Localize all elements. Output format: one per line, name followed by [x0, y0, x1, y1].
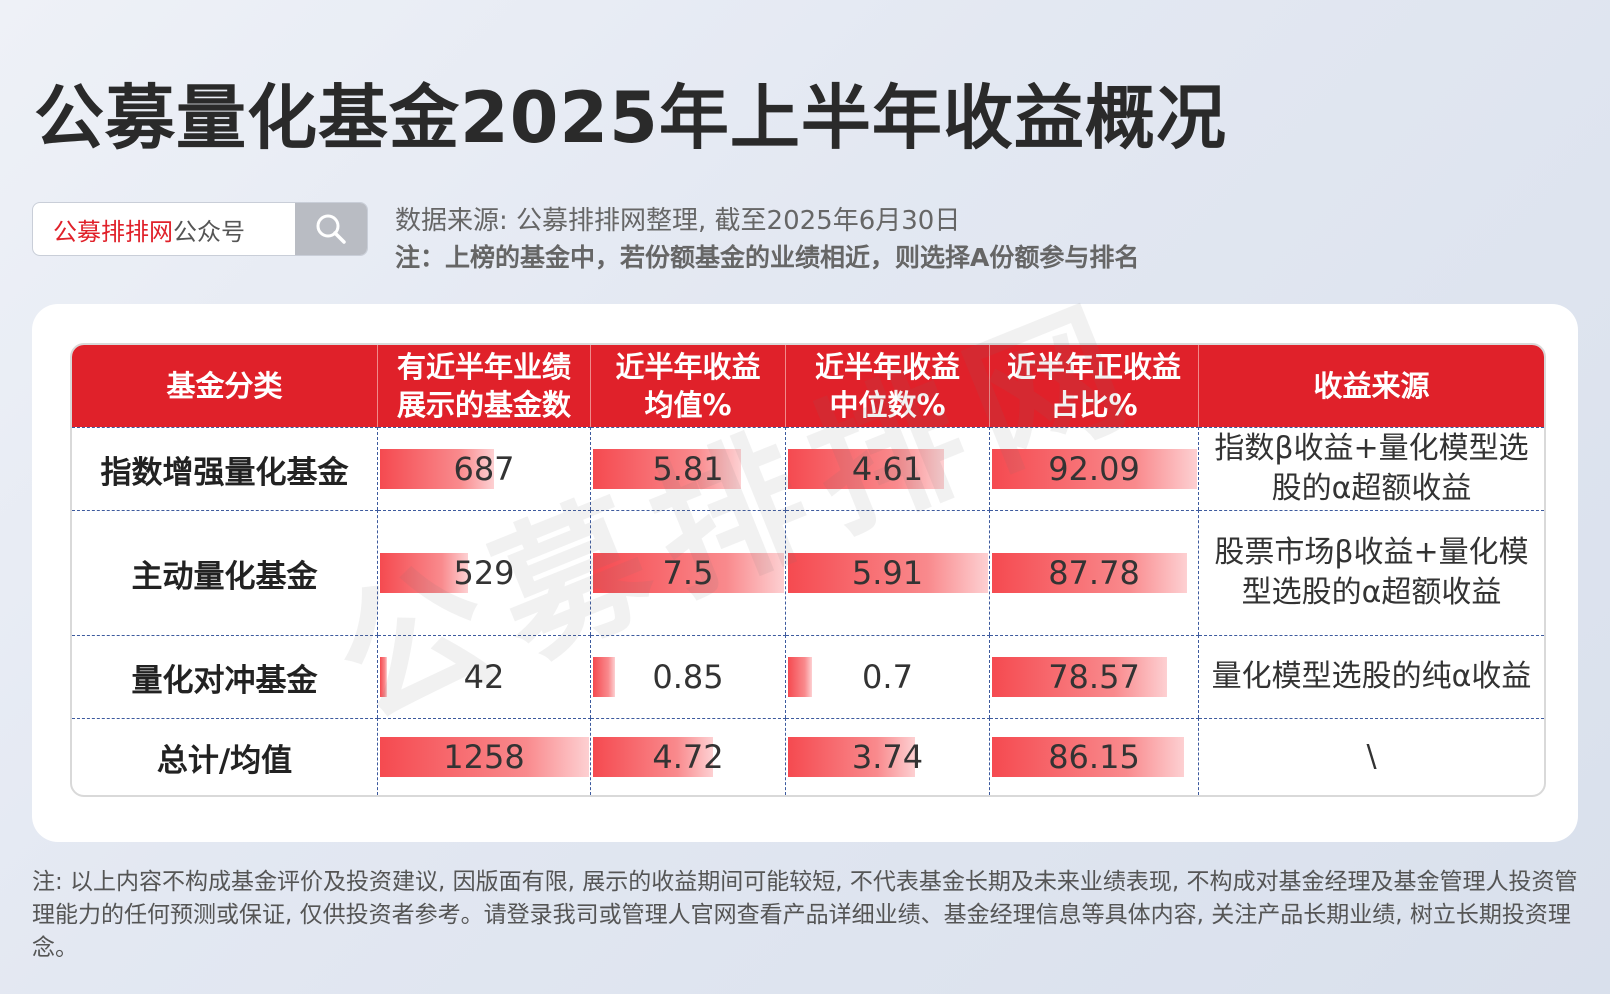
column-header: 有近半年业绩 展示的基金数 [378, 345, 591, 427]
column-header: 近半年收益中位数% [786, 345, 990, 427]
mean-cell: 4.72 [591, 718, 786, 795]
positive_pct-cell: 87.78 [990, 510, 1199, 635]
column-header-line: 有近半年业绩 [396, 350, 571, 384]
positive_pct-cell: 86.15 [990, 718, 1199, 795]
data-bar [593, 657, 615, 697]
table-row: 主动量化基金 529 7.5 5.91 87.78 股票市场β收益+量化模型选股的α超额收… [72, 510, 1544, 635]
column-header-line: 收益来源 [1313, 369, 1430, 403]
count-cell: 529 [378, 510, 591, 635]
mean-cell: 7.5 [591, 510, 786, 635]
column-header: 基金分类 [72, 345, 378, 427]
column-header-line: 占比% [1050, 388, 1138, 422]
search-brand: 公募排排网公众号 [33, 212, 295, 247]
data-label: 42 [463, 658, 505, 696]
data-label: 4.61 [851, 450, 924, 488]
column-header-line: 基金分类 [166, 369, 283, 403]
median-cell: 0.7 [786, 635, 990, 718]
disclaimer: 注: 以上内容不构成基金评价及投资建议, 因版面有限, 展示的收益期间可能较短,… [32, 869, 1578, 961]
data-bar [992, 657, 1167, 697]
category-cell: 主动量化基金 [72, 510, 378, 635]
table-row: 指数增强量化基金 687 5.81 4.61 92.09 指数β收益+量化模型选股的α超额… [72, 427, 1544, 510]
data-bar [593, 737, 713, 777]
positive_pct-cell: 92.09 [990, 427, 1199, 510]
table-row: 量化对冲基金 42 0.85 0.7 78.57 量化模型选股的纯α收益 [72, 635, 1544, 718]
data-bar [380, 737, 589, 777]
data-bar [992, 553, 1187, 593]
data-bar [992, 737, 1184, 777]
column-header-line: 均值% [644, 388, 732, 422]
data-bar [788, 553, 988, 593]
mean-cell: 5.81 [591, 427, 786, 510]
column-header: 近半年正收益 占比% [990, 345, 1199, 427]
search-icon [316, 214, 346, 244]
column-header-line: 近半年收益 [615, 350, 761, 384]
brand-name: 公募排排网 [53, 217, 173, 246]
source-cell: \ [1199, 718, 1544, 795]
data-bar [593, 449, 741, 489]
median-cell: 3.74 [786, 718, 990, 795]
data-label: 78.57 [1048, 658, 1140, 696]
count-cell: 1258 [378, 718, 591, 795]
search-box[interactable]: 公募排排网公众号 [32, 202, 368, 256]
data-bar [788, 449, 944, 489]
brand-suffix: 公众号 [173, 217, 245, 246]
data-label: 5.81 [652, 450, 724, 488]
source-cell: 指数β收益+量化模型选股的α超额收益 [1199, 427, 1544, 510]
count-cell: 687 [378, 427, 591, 510]
ranking-note: 注：上榜的基金中，若份额基金的业绩相近，则选择A份额参与排名 [395, 243, 1140, 272]
column-header-line: 中位数% [829, 388, 946, 422]
data-label: 7.5 [662, 554, 714, 592]
search-button[interactable] [295, 203, 367, 255]
data-label: 0.85 [652, 658, 724, 696]
column-header-line: 近半年收益 [814, 350, 960, 384]
source-cell: 股票市场β收益+量化模型选股的α超额收益 [1199, 510, 1544, 635]
median-cell: 5.91 [786, 510, 990, 635]
data-bar [380, 657, 387, 697]
data-source: 数据来源: 公募排排网整理, 截至2025年6月30日 [395, 206, 961, 236]
data-bar [992, 449, 1197, 489]
data-label: 687 [453, 450, 515, 488]
median-cell: 4.61 [786, 427, 990, 510]
data-bar [380, 553, 468, 593]
count-cell: 42 [378, 635, 591, 718]
data-label: 529 [453, 554, 515, 592]
source-cell: 量化模型选股的纯α收益 [1199, 635, 1544, 718]
table-header-row: 基金分类 有近半年业绩 展示的基金数 近半年收益 均值% 近半年收益 中位数% 近半年正收益占… [72, 345, 1544, 427]
data-bar [788, 737, 915, 777]
data-label: 3.74 [851, 738, 924, 776]
column-header-line: 展示的基金数 [396, 388, 571, 422]
page-title: 公募量化基金2025年上半年收益概况 [34, 77, 1227, 159]
positive_pct-cell: 78.57 [990, 635, 1199, 718]
data-label: 0.7 [862, 658, 913, 696]
data-label: 1258 [443, 738, 525, 776]
table-body: 指数增强量化基金 687 5.81 4.61 92.09 指数β收益+量化模型选股的α超额… [72, 427, 1544, 795]
data-label: 92.09 [1048, 450, 1140, 488]
table-row: 总计/均值 1258 4.72 3.74 86.15 \ [72, 718, 1544, 795]
data-label: 86.15 [1048, 738, 1140, 776]
data-bar [593, 553, 784, 593]
data-label: 87.78 [1048, 554, 1140, 592]
category-cell: 量化对冲基金 [72, 635, 378, 718]
column-header: 收益来源 [1199, 345, 1544, 427]
fund-summary-table: 基金分类 有近半年业绩 展示的基金数 近半年收益 均值% 近半年收益 中位数% 近半年正收益占… [70, 343, 1546, 797]
column-header: 近半年收益均值% [591, 345, 786, 427]
data-bar [380, 449, 494, 489]
mean-cell: 0.85 [591, 635, 786, 718]
category-cell: 指数增强量化基金 [72, 427, 378, 510]
data-bar [788, 657, 812, 697]
data-label: 5.91 [851, 554, 924, 592]
category-cell: 总计/均值 [72, 718, 378, 795]
column-header-line: 近半年正收益 [1006, 350, 1181, 384]
data-label: 4.72 [652, 738, 724, 776]
